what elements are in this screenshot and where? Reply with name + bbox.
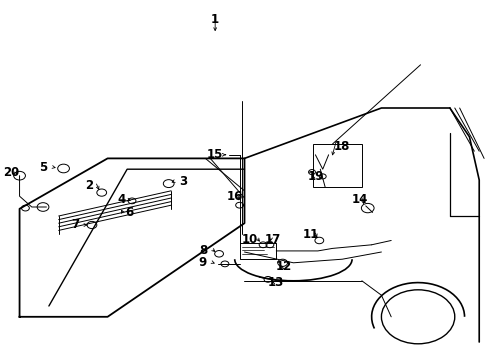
Text: 7: 7 <box>72 219 80 231</box>
Text: 17: 17 <box>264 233 281 246</box>
Text: 2: 2 <box>85 179 93 192</box>
Text: 1: 1 <box>211 13 219 26</box>
Text: 13: 13 <box>267 276 284 289</box>
Text: 15: 15 <box>206 148 223 161</box>
Text: 14: 14 <box>350 193 367 206</box>
Text: 3: 3 <box>179 175 187 188</box>
Text: 20: 20 <box>2 166 19 179</box>
Bar <box>312 144 361 187</box>
Text: 10: 10 <box>241 233 257 246</box>
Text: 5: 5 <box>39 161 47 174</box>
Text: 6: 6 <box>125 206 133 219</box>
Text: 19: 19 <box>306 170 323 183</box>
Text: 4: 4 <box>117 193 125 206</box>
Text: 12: 12 <box>275 260 291 273</box>
Text: 16: 16 <box>226 190 243 203</box>
Text: 8: 8 <box>199 244 206 257</box>
Text: 9: 9 <box>199 256 206 269</box>
Text: 18: 18 <box>333 140 350 153</box>
Text: 11: 11 <box>302 228 318 240</box>
